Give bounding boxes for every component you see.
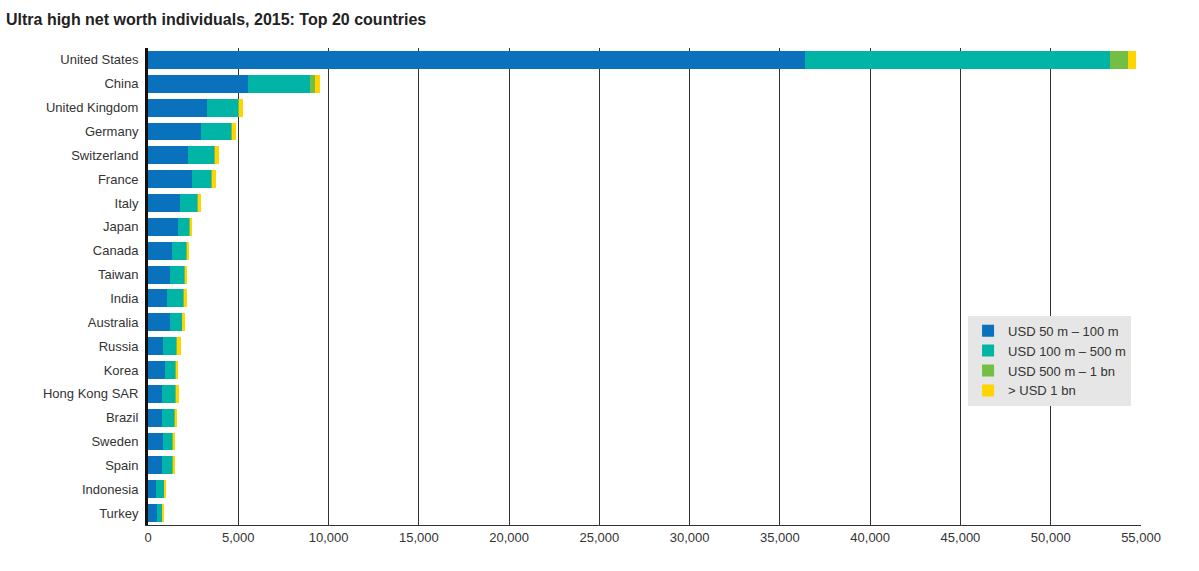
svg-text:35,000: 35,000 — [760, 530, 800, 545]
svg-text:5,000: 5,000 — [222, 530, 255, 545]
svg-text:Russia: Russia — [99, 339, 140, 354]
svg-text:Hong Kong SAR: Hong Kong SAR — [43, 386, 138, 401]
svg-text:Canada: Canada — [93, 243, 139, 258]
svg-text:India: India — [110, 291, 139, 306]
svg-text:10,000: 10,000 — [309, 530, 349, 545]
svg-text:Korea: Korea — [104, 363, 139, 378]
svg-text:25,000: 25,000 — [579, 530, 619, 545]
svg-text:20,000: 20,000 — [489, 530, 529, 545]
svg-text:Germany: Germany — [85, 124, 139, 139]
svg-text:45,000: 45,000 — [941, 530, 981, 545]
svg-text:USD 500 m – 1 bn: USD 500 m – 1 bn — [1008, 364, 1115, 379]
svg-text:Indonesia: Indonesia — [82, 482, 139, 497]
svg-text:0: 0 — [144, 530, 151, 545]
svg-text:United States: United States — [60, 52, 139, 67]
svg-text:55,000: 55,000 — [1121, 530, 1161, 545]
svg-text:> USD 1 bn: > USD 1 bn — [1008, 383, 1076, 398]
svg-text:USD 100 m – 500 m: USD 100 m – 500 m — [1008, 344, 1126, 359]
svg-text:Japan: Japan — [103, 219, 138, 234]
svg-text:Brazil: Brazil — [106, 410, 139, 425]
svg-text:France: France — [98, 172, 138, 187]
svg-text:40,000: 40,000 — [850, 530, 890, 545]
svg-text:Taiwan: Taiwan — [98, 267, 138, 282]
svg-text:Ultra high net worth individua: Ultra high net worth individuals, 2015: … — [6, 11, 426, 28]
svg-text:Switzerland: Switzerland — [71, 148, 138, 163]
svg-text:Spain: Spain — [105, 458, 138, 473]
svg-text:USD 50 m – 100 m: USD 50 m – 100 m — [1008, 324, 1119, 339]
svg-text:China: China — [104, 76, 139, 91]
svg-text:50,000: 50,000 — [1031, 530, 1071, 545]
svg-text:United Kingdom: United Kingdom — [46, 100, 139, 115]
svg-text:Sweden: Sweden — [91, 434, 138, 449]
svg-text:Turkey: Turkey — [99, 506, 139, 521]
svg-text:15,000: 15,000 — [399, 530, 439, 545]
svg-text:30,000: 30,000 — [670, 530, 710, 545]
svg-text:Italy: Italy — [115, 196, 139, 211]
svg-text:Australia: Australia — [88, 315, 139, 330]
